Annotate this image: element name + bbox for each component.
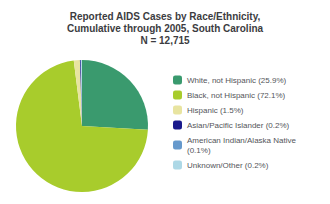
svg-text:White, not Hispanic (25.9%): White, not Hispanic (25.9%)	[187, 76, 286, 85]
svg-text:Reported AIDS Cases by Race/Et: Reported AIDS Cases by Race/Ethnicity,	[70, 11, 261, 22]
svg-text:(0.1%): (0.1%)	[187, 146, 211, 155]
svg-text:Hispanic (1.5%): Hispanic (1.5%)	[187, 106, 244, 115]
svg-text:Unknown/Other (0.2%): Unknown/Other (0.2%)	[187, 161, 269, 170]
svg-text:N = 12,715: N = 12,715	[140, 35, 190, 46]
svg-text:American Indian/Alaska Native: American Indian/Alaska Native	[187, 136, 296, 145]
svg-text:Black, not Hispanic (72.1%): Black, not Hispanic (72.1%)	[187, 91, 286, 100]
svg-text:Asian/Pacific Islander (0.2%): Asian/Pacific Islander (0.2%)	[187, 121, 290, 130]
svg-text:Cumulative through 2005, South: Cumulative through 2005, South Carolina	[67, 23, 264, 34]
